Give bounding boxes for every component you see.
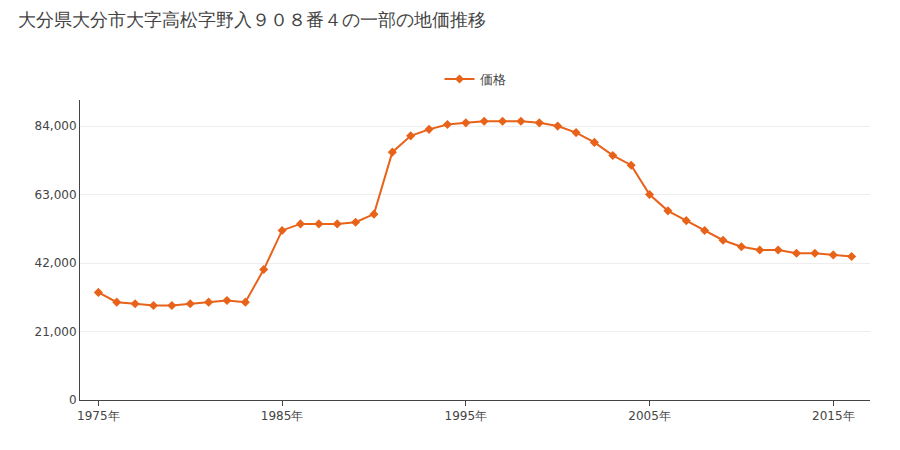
svg-text:0: 0 xyxy=(69,393,77,407)
svg-text:2015年: 2015年 xyxy=(812,409,855,423)
svg-text:42,000: 42,000 xyxy=(35,256,77,270)
svg-text:1995年: 1995年 xyxy=(445,409,488,423)
svg-text:84,000: 84,000 xyxy=(35,119,77,133)
svg-text:2005年: 2005年 xyxy=(628,409,671,423)
svg-text:1975年: 1975年 xyxy=(77,409,120,423)
svg-text:21,000: 21,000 xyxy=(35,325,77,339)
svg-text:大分県大分市大字高松字野入９０８番４の一部の地価推移: 大分県大分市大字高松字野入９０８番４の一部の地価推移 xyxy=(18,9,486,30)
svg-text:価格: 価格 xyxy=(480,72,506,87)
svg-text:63,000: 63,000 xyxy=(35,188,77,202)
svg-text:1985年: 1985年 xyxy=(261,409,304,423)
